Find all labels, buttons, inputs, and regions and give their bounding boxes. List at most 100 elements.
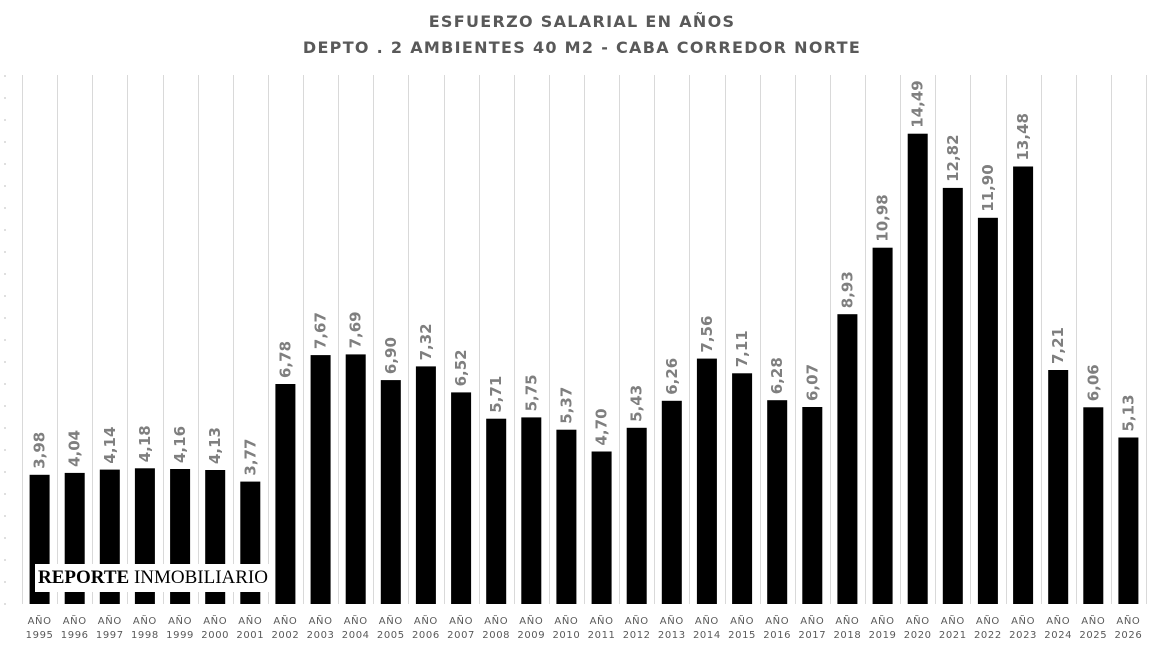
bar <box>1118 437 1139 604</box>
x-tick-label: AÑO <box>1081 614 1105 627</box>
data-label: 7,69 <box>347 311 365 348</box>
x-tick-label: AÑO <box>835 614 859 627</box>
axis-dot <box>4 273 6 275</box>
axis-dot <box>4 515 6 517</box>
bar <box>942 187 963 604</box>
x-tick-label: AÑO <box>273 614 297 627</box>
bar <box>767 400 788 604</box>
x-tick-label: AÑO <box>449 614 473 627</box>
axis-dot <box>4 119 6 121</box>
axis-dot <box>4 405 6 407</box>
data-label: 10,98 <box>874 194 892 241</box>
x-tick-label: 2014 <box>693 630 721 641</box>
x-tick-label: AÑO <box>133 614 157 627</box>
x-tick-label: 2007 <box>447 630 475 641</box>
x-tick-label: AÑO <box>695 614 719 627</box>
bar <box>907 133 928 604</box>
x-tick-label: AÑO <box>1011 614 1035 627</box>
bar <box>345 354 366 604</box>
x-tick-label: 1995 <box>26 630 54 641</box>
x-tick-label: 1996 <box>61 630 89 641</box>
bar <box>591 451 612 604</box>
axis-dot <box>4 427 6 429</box>
axis-dot <box>4 581 6 583</box>
bar <box>977 217 998 605</box>
data-label: 5,75 <box>522 374 540 411</box>
axis-dot <box>4 207 6 209</box>
x-tick-label: 2001 <box>236 630 264 641</box>
data-label: 3,98 <box>31 432 49 469</box>
x-tick-label: AÑO <box>730 614 754 627</box>
x-tick-label: 2024 <box>1044 630 1072 641</box>
x-tick-label: 2022 <box>974 630 1002 641</box>
axis-dot <box>4 185 6 187</box>
bar <box>802 407 823 604</box>
x-tick-label: AÑO <box>309 614 333 627</box>
data-label: 6,78 <box>276 341 294 378</box>
x-tick-label: AÑO <box>414 614 438 627</box>
x-tick-label: 2026 <box>1114 630 1142 641</box>
data-label: 5,71 <box>487 376 505 413</box>
data-label: 4,70 <box>593 408 611 445</box>
bar <box>696 358 717 604</box>
bar <box>872 247 893 604</box>
x-tick-label: AÑO <box>1116 614 1140 627</box>
data-label: 8,93 <box>838 271 856 308</box>
x-tick-label: 2025 <box>1079 630 1107 641</box>
axis-dot <box>4 141 6 143</box>
axis-dot <box>4 449 6 451</box>
bar <box>275 384 296 604</box>
x-tick-label: AÑO <box>554 614 578 627</box>
watermark-logo: REPORTE INMOBILIARIO <box>35 564 271 592</box>
x-tick-label: 2017 <box>798 630 826 641</box>
x-tick-label: 1998 <box>131 630 159 641</box>
data-label: 4,04 <box>66 430 84 467</box>
axis-dot <box>4 603 6 605</box>
bar <box>1048 370 1069 604</box>
watermark-regular: INMOBILIARIO <box>133 567 268 588</box>
data-label: 7,67 <box>312 312 330 349</box>
x-tick-label: 2019 <box>869 630 897 641</box>
data-label: 6,26 <box>663 358 681 395</box>
x-tick-label: 1997 <box>96 630 124 641</box>
data-label: 6,52 <box>452 349 470 386</box>
x-tick-label: 2021 <box>939 630 967 641</box>
x-tick-label: 2000 <box>201 630 229 641</box>
data-label: 7,56 <box>698 316 716 353</box>
axis-dot <box>4 339 6 341</box>
watermark-bold: REPORTE <box>38 567 130 588</box>
x-tick-label: 2013 <box>658 630 686 641</box>
data-label: 4,14 <box>101 427 119 464</box>
bar <box>380 380 401 604</box>
axis-dot <box>4 383 6 385</box>
axis-dot <box>4 317 6 319</box>
x-tick-label: 2006 <box>412 630 440 641</box>
x-tick-label: 2004 <box>342 630 370 641</box>
x-tick-label: 2010 <box>552 630 580 641</box>
data-label: 3,77 <box>241 439 259 476</box>
x-tick-label: AÑO <box>976 614 1000 627</box>
axis-dot <box>4 361 6 363</box>
bar <box>556 429 577 604</box>
axis-dot <box>4 537 6 539</box>
x-tick-label: AÑO <box>519 614 543 627</box>
x-tick-label: AÑO <box>800 614 824 627</box>
x-tick-label: 2008 <box>482 630 510 641</box>
x-tick-label: 2020 <box>904 630 932 641</box>
data-labels: 3,98 4,04 4,14 4,18 4,16 4,13 3,77 6,78 7,67 7,69… <box>31 80 1138 475</box>
bar <box>661 400 682 604</box>
data-label: 4,18 <box>136 425 154 462</box>
x-tick-label: AÑO <box>63 614 87 627</box>
x-tick-label: AÑO <box>28 614 52 627</box>
x-tick-label: 2012 <box>623 630 651 641</box>
axis-dot <box>4 559 6 561</box>
data-label: 6,06 <box>1084 364 1102 401</box>
x-tick-label: 2009 <box>517 630 545 641</box>
axis-dot <box>4 295 6 297</box>
bar <box>521 417 542 604</box>
x-tick-label: AÑO <box>379 614 403 627</box>
x-tick-label: AÑO <box>625 614 649 627</box>
bar <box>1083 407 1104 604</box>
data-label: 11,90 <box>979 164 997 211</box>
